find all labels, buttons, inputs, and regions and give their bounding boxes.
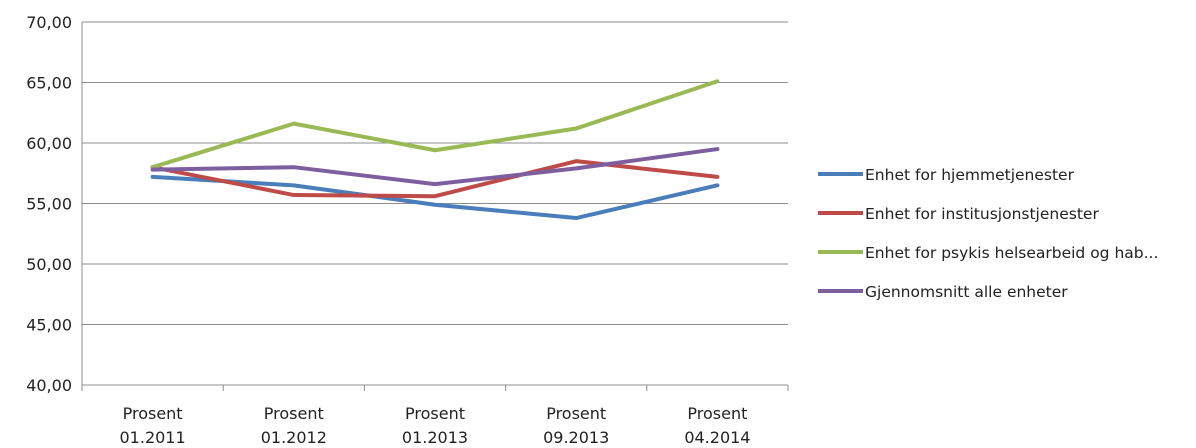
y-tick-label: 45,00 (26, 316, 72, 335)
y-tick-label: 40,00 (26, 376, 72, 395)
legend-entry: Enhet for psykis helsearbeid og hab... (818, 244, 1158, 262)
series-line-3 (150, 79, 720, 170)
legend-label: Enhet for psykis helsearbeid og hab... (865, 244, 1158, 262)
legend-label: Gjennomsnitt alle enheter (865, 283, 1068, 301)
series-lines (150, 79, 720, 221)
x-category-label: Prosent 04.2014 (684, 404, 750, 447)
x-axis-category-labels: Prosent 01.2011 Prosent 01.2012 Prosent 01.20… (120, 404, 751, 447)
series-line-1 (150, 174, 720, 221)
y-axis-tick-labels: 40,00 45,00 50,00 55,00 60,00 65,00 70,00 (26, 13, 72, 395)
legend-entry: Gjennomsnitt alle enheter (818, 283, 1068, 301)
x-category-label: Prosent 01.2011 (120, 404, 186, 447)
y-tick-label: 70,00 (26, 13, 72, 32)
y-tick-label: 50,00 (26, 255, 72, 274)
x-category-label: Prosent 09.2013 (543, 404, 609, 447)
legend-entry: Enhet for institusjonstjenester (818, 205, 1099, 223)
y-tick-label: 65,00 (26, 74, 72, 93)
series-line-2 (150, 159, 720, 199)
legend-entry: Enhet for hjemmetjenester (818, 166, 1075, 184)
y-tick-label: 60,00 (26, 134, 72, 153)
legend-label: Enhet for institusjonstjenester (865, 205, 1099, 223)
y-tick-label: 55,00 (26, 195, 72, 214)
x-category-label: Prosent 01.2013 (402, 404, 468, 447)
axes (81, 22, 789, 391)
legend: Enhet for hjemmetjenester Enhet for insti… (818, 166, 1158, 301)
legend-label: Enhet for hjemmetjenester (865, 166, 1075, 184)
x-category-label: Prosent 01.2012 (261, 404, 327, 447)
series-line-4 (150, 147, 720, 187)
